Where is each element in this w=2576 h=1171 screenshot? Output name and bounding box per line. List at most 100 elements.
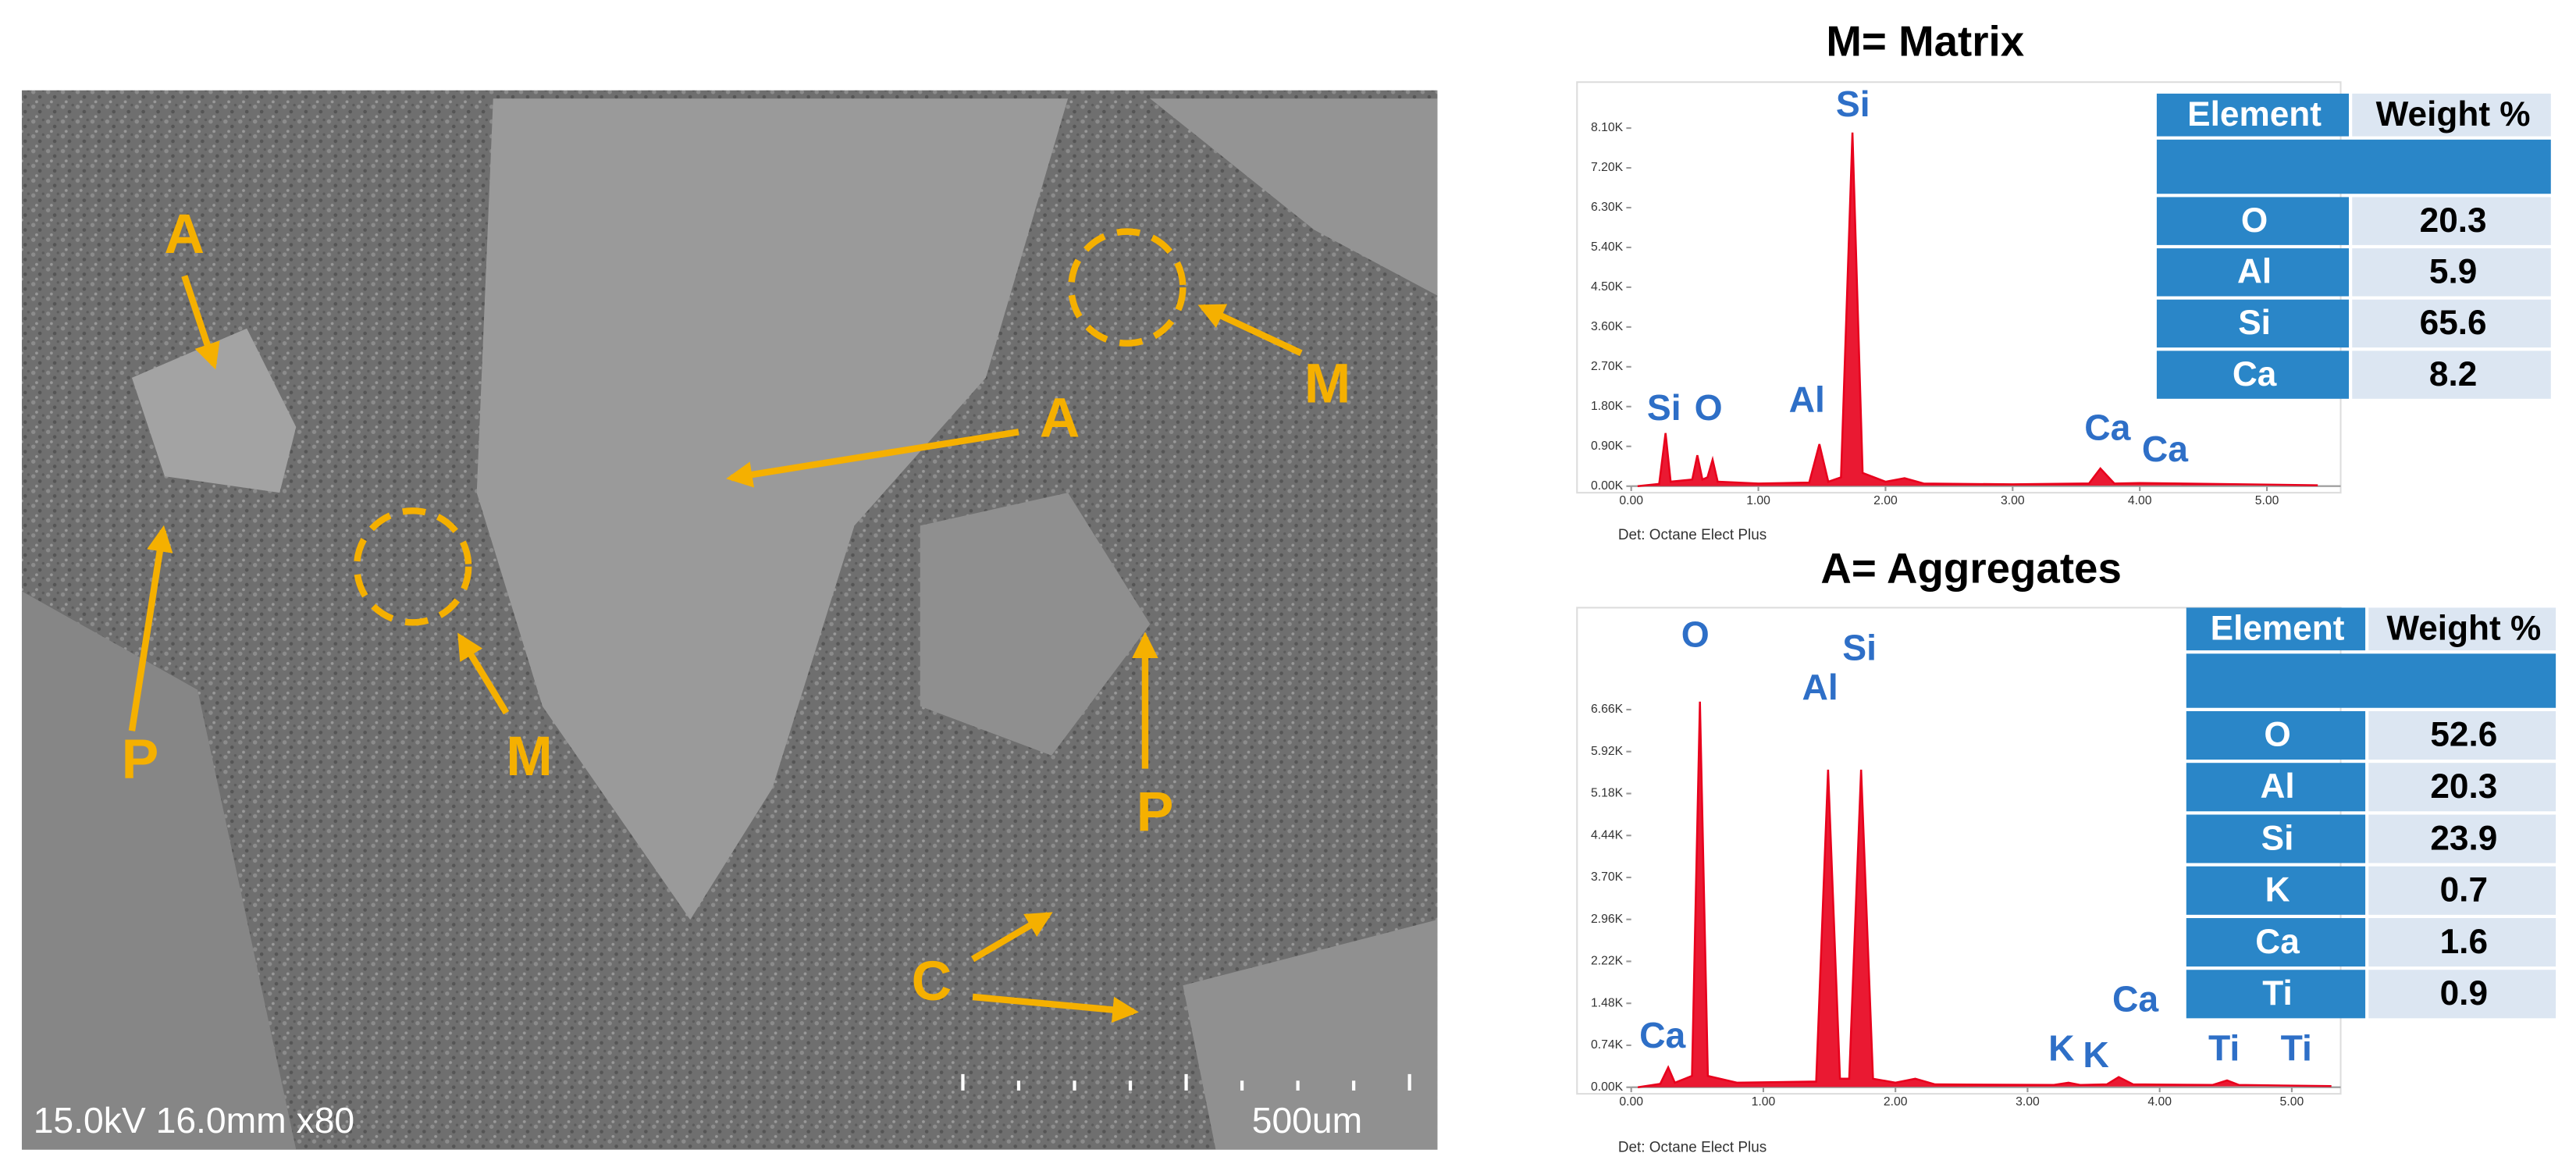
x-tick-label: 5.00 [2255, 494, 2279, 507]
arrow [181, 275, 220, 370]
peak-label: Ti [2281, 1028, 2312, 1069]
y-tick-label: 0.74K [1591, 1038, 1624, 1052]
peak-label: K [2083, 1034, 2108, 1075]
detector-label: Det: Octane Elect Plus [1618, 527, 1767, 543]
arrow [457, 632, 510, 715]
table-cell [2352, 299, 2551, 348]
peak-label: Si [1836, 84, 1870, 124]
table-cell [2156, 139, 2551, 194]
detector-label: Det: Octane Elect Plus [1618, 1140, 1767, 1156]
scale-label: 500um [1252, 1100, 1362, 1141]
aggregate-region [21, 591, 297, 1150]
y-tick-label: 7.20K [1591, 161, 1624, 174]
table-cell [2156, 93, 2350, 137]
x-tick-label: 1.00 [1752, 1095, 1776, 1109]
matrix-circle [1068, 228, 1187, 347]
peak-label: O [1695, 387, 1723, 428]
table-cell [2186, 866, 2366, 915]
x-tick-label: 3.00 [2001, 494, 2025, 507]
region-label: A [1040, 387, 1080, 450]
table-text: 20.3 [2430, 767, 2497, 806]
peak-label: Ca [2112, 979, 2159, 1020]
x-tick-label: 4.00 [2147, 1095, 2172, 1109]
region-label: P [1137, 781, 1174, 843]
table-text: O [2264, 716, 2290, 754]
y-tick-label: 0.90K [1591, 440, 1624, 453]
region-label: M [506, 725, 553, 788]
table-cell [2156, 351, 2350, 399]
table-text: Si [2261, 819, 2294, 857]
peak-label: Ca [2084, 407, 2131, 447]
table-text: 0.9 [2440, 974, 2488, 1013]
table-text: 52.6 [2430, 716, 2497, 754]
peak-label: Si [1842, 627, 1877, 667]
table-cell [2186, 763, 2366, 812]
table-cell [2368, 918, 2556, 967]
table-cell [2368, 763, 2556, 812]
table-text: O [2241, 201, 2268, 240]
table-cell [2352, 197, 2551, 245]
sem-info: 15.0kV 16.0mm x80 [34, 1100, 354, 1141]
peak-label: K [2048, 1028, 2074, 1069]
y-tick-label: 4.50K [1591, 280, 1624, 294]
x-tick-label: 0.00 [1619, 1095, 1643, 1109]
arrow [970, 912, 1053, 963]
table-text: Element [2211, 610, 2345, 648]
region-label: P [122, 728, 159, 791]
table-cell [2368, 710, 2556, 760]
x-tick-label: 5.00 [2280, 1095, 2304, 1109]
chart-title: M= Matrix [1826, 16, 2024, 65]
table-cell [2186, 607, 2366, 651]
table-text: Si [2238, 304, 2271, 342]
table-text: 8.2 [2429, 355, 2477, 393]
table-text: Ca [2233, 355, 2277, 393]
table-cell [2186, 918, 2366, 967]
y-tick-label: 5.18K [1591, 787, 1624, 800]
table-text: K [2265, 871, 2290, 909]
table-text: Ti [2262, 974, 2292, 1013]
y-tick-label: 2.22K [1591, 955, 1624, 968]
x-tick-label: 4.00 [2128, 494, 2152, 507]
y-tick-label: 3.70K [1591, 870, 1624, 884]
table-text: Weight % [2386, 610, 2541, 648]
table-text: Al [2260, 767, 2294, 806]
y-tick-label: 1.80K [1591, 400, 1624, 413]
x-tick-label: 2.00 [1884, 1095, 1908, 1109]
element-table: Element Weight % O 52.6 Al 20.3 Si 23.9 K 0.7 Ca 1.… [2186, 607, 2556, 1019]
table-text: 5.9 [2429, 253, 2477, 291]
peak-label: Ti [2208, 1028, 2240, 1069]
aggregate-region [476, 98, 1069, 920]
aggregate-region [920, 493, 1151, 756]
table-cell [2368, 607, 2556, 651]
table-cell [2368, 970, 2556, 1019]
y-tick-label: 8.10K [1591, 121, 1624, 134]
table-cell [2186, 970, 2366, 1019]
y-tick-label: 1.48K [1591, 996, 1624, 1009]
x-tick-label: 0.00 [1619, 494, 1643, 507]
table-cell [2186, 653, 2556, 708]
spectrum-line [1637, 132, 2318, 487]
table-text: 23.9 [2430, 819, 2497, 857]
peak-label: Ca [1639, 1015, 1686, 1055]
x-tick-label: 1.00 [1746, 494, 1770, 507]
arrow [726, 429, 1019, 488]
table-cell [2156, 248, 2350, 297]
table-cell [2352, 93, 2551, 137]
aggregate-region [1183, 920, 1438, 1150]
y-tick-label: 5.40K [1591, 240, 1624, 254]
micrograph: 15.0kV 16.0mm x80 500um [21, 90, 1438, 1150]
peak-label: Al [1789, 379, 1825, 420]
x-tick-label: 2.00 [1873, 494, 1898, 507]
y-tick-label: 4.44K [1591, 828, 1624, 842]
table-cell [2156, 299, 2350, 348]
table-text: Element [2187, 95, 2322, 133]
table-text: 1.6 [2440, 923, 2488, 961]
table-text: Al [2237, 253, 2272, 291]
scale-bar [961, 1073, 1411, 1091]
spectrum-line [1637, 701, 2332, 1088]
chart-title: A= Aggregates [1820, 544, 2121, 593]
arrow [972, 993, 1139, 1023]
x-tick-label: 3.00 [2016, 1095, 2040, 1109]
y-tick-label: 0.00K [1591, 1080, 1624, 1094]
